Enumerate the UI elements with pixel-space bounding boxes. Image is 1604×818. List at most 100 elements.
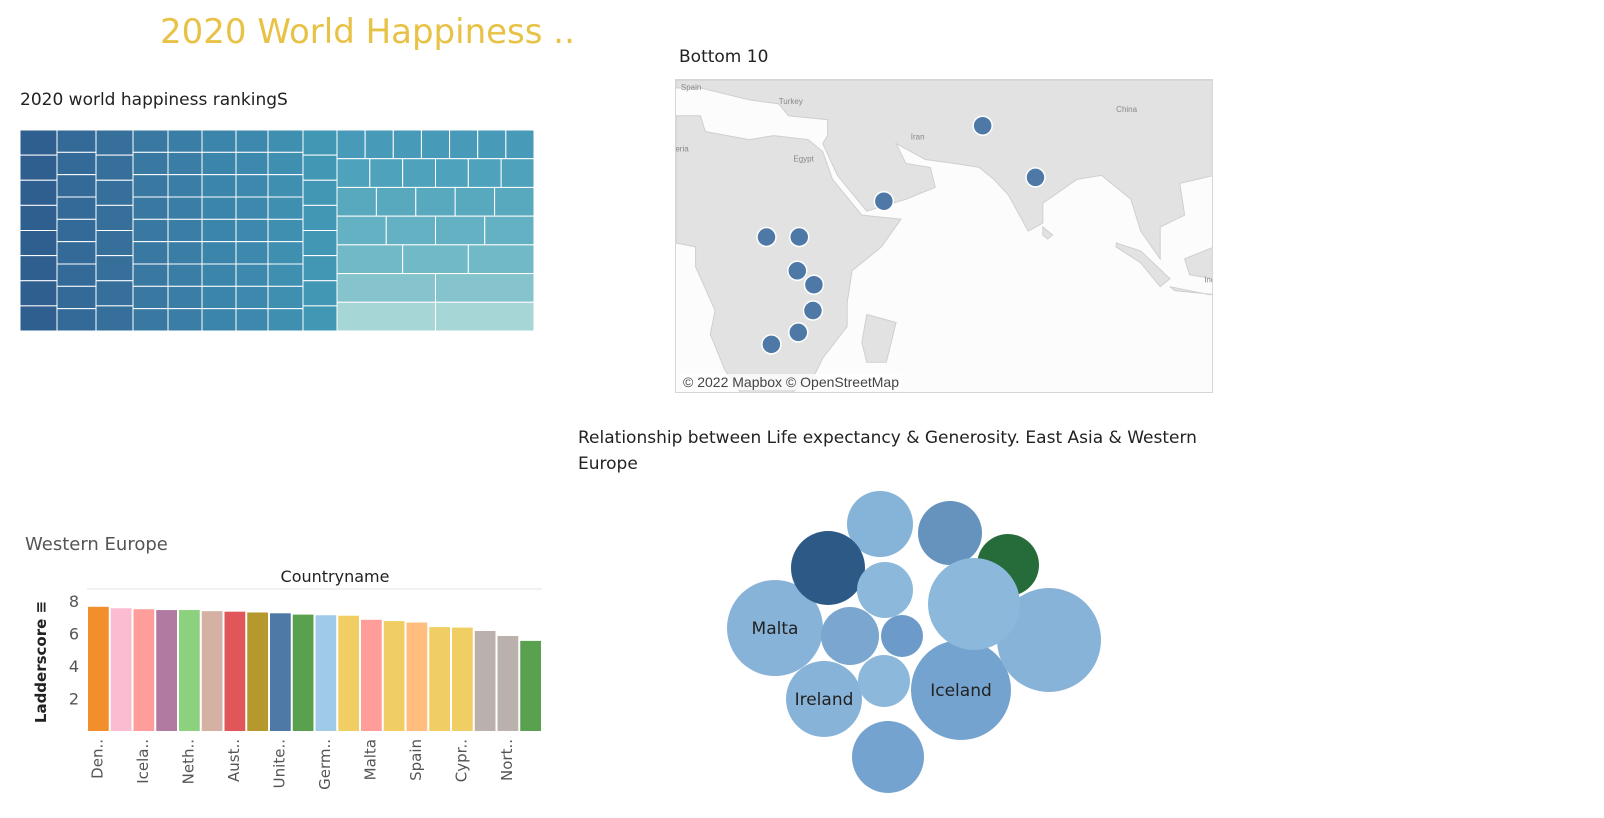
- treemap-cell[interactable]: [201, 174, 237, 198]
- map-point[interactable]: [787, 260, 808, 282]
- treemap-cell[interactable]: [56, 308, 97, 331]
- treemap-cell[interactable]: [167, 151, 203, 176]
- treemap-cell[interactable]: [167, 130, 203, 153]
- treemap-cell[interactable]: [56, 130, 97, 153]
- treemap-cell[interactable]: [336, 130, 366, 160]
- treemap-cell[interactable]: [302, 154, 338, 181]
- treemap-cell[interactable]: [132, 285, 169, 310]
- treemap-cell[interactable]: [402, 244, 469, 275]
- treemap-cell[interactable]: [500, 158, 534, 188]
- treemap-cell[interactable]: [201, 241, 237, 265]
- treemap-cell[interactable]: [56, 151, 97, 176]
- map-view[interactable]: Spain Turkey Iran China Algeria Egypt Indonesi…: [675, 79, 1213, 393]
- treemap-cell[interactable]: [267, 218, 304, 243]
- treemap-cell[interactable]: [235, 196, 269, 220]
- treemap-cell[interactable]: [235, 285, 269, 310]
- treemap-cell[interactable]: [454, 186, 496, 217]
- treemap-cell[interactable]: [167, 196, 203, 220]
- treemap-cell[interactable]: [302, 255, 338, 282]
- treemap-cell[interactable]: [267, 196, 304, 220]
- treemap-cell[interactable]: [167, 308, 203, 331]
- treemap-cell[interactable]: [302, 204, 338, 231]
- treemap-cell[interactable]: [420, 130, 451, 160]
- treemap-cell[interactable]: [132, 130, 169, 153]
- treemap-cell[interactable]: [477, 130, 507, 160]
- bar[interactable]: [292, 614, 314, 731]
- treemap-cell[interactable]: [302, 130, 338, 156]
- treemap-cell[interactable]: [235, 218, 269, 243]
- treemap-cell[interactable]: [95, 280, 134, 307]
- bubble[interactable]: [727, 580, 823, 676]
- treemap-cell[interactable]: [56, 196, 97, 220]
- bubble[interactable]: [821, 607, 879, 665]
- bar[interactable]: [520, 640, 541, 731]
- treemap-cell[interactable]: [415, 186, 456, 217]
- bubble[interactable]: [847, 491, 913, 557]
- map-point[interactable]: [873, 190, 895, 212]
- treemap-cell[interactable]: [435, 273, 535, 303]
- bubble[interactable]: [858, 655, 910, 707]
- treemap-cell[interactable]: [20, 179, 58, 206]
- treemap-cell[interactable]: [385, 215, 436, 246]
- treemap-cell[interactable]: [95, 179, 134, 206]
- bar[interactable]: [179, 610, 200, 731]
- map-point[interactable]: [756, 226, 777, 248]
- treemap-cell[interactable]: [302, 280, 338, 307]
- bar[interactable]: [429, 627, 450, 731]
- treemap-cell[interactable]: [435, 301, 535, 331]
- treemap-cell[interactable]: [132, 218, 169, 243]
- treemap-cell[interactable]: [235, 130, 269, 153]
- bar-chart[interactable]: Countryname Ladderscore ≡ 2 4 6 8 Den.. Icela..…: [20, 565, 550, 795]
- bubble[interactable]: [881, 615, 923, 657]
- treemap-cell[interactable]: [132, 263, 169, 287]
- treemap-cell[interactable]: [20, 280, 58, 307]
- bubble[interactable]: [918, 501, 982, 565]
- treemap-cell[interactable]: [167, 285, 203, 310]
- treemap-cell[interactable]: [20, 230, 58, 257]
- bubble[interactable]: [857, 562, 913, 618]
- treemap-cell[interactable]: [449, 130, 479, 160]
- treemap-cell[interactable]: [484, 215, 534, 246]
- treemap-cell[interactable]: [467, 158, 502, 188]
- treemap-cell[interactable]: [56, 285, 97, 310]
- bubble[interactable]: [911, 640, 1011, 740]
- treemap-cell[interactable]: [95, 130, 134, 156]
- treemap-cell[interactable]: [336, 301, 436, 331]
- bubble[interactable]: [786, 661, 862, 737]
- map-point[interactable]: [761, 334, 782, 355]
- treemap-cell[interactable]: [494, 186, 534, 217]
- bar[interactable]: [361, 619, 382, 731]
- treemap-cell[interactable]: [201, 263, 237, 287]
- treemap-cell[interactable]: [201, 285, 237, 310]
- treemap-cell[interactable]: [435, 215, 486, 246]
- treemap-cell[interactable]: [336, 273, 436, 303]
- treemap-cell[interactable]: [364, 130, 394, 160]
- bar[interactable]: [88, 606, 109, 731]
- treemap-cell[interactable]: [132, 174, 169, 198]
- treemap-cell[interactable]: [267, 308, 304, 331]
- treemap-cell[interactable]: [235, 308, 269, 331]
- treemap-cell[interactable]: [235, 241, 269, 265]
- treemap-cell[interactable]: [201, 196, 237, 220]
- treemap-cell[interactable]: [132, 196, 169, 220]
- treemap-cell[interactable]: [267, 151, 304, 176]
- bubble[interactable]: [791, 531, 865, 605]
- treemap-cell[interactable]: [201, 308, 237, 331]
- treemap-cell[interactable]: [235, 174, 269, 198]
- bar[interactable]: [247, 612, 268, 731]
- bar[interactable]: [224, 611, 246, 731]
- bar[interactable]: [474, 630, 496, 731]
- treemap-cell[interactable]: [167, 218, 203, 243]
- map-point[interactable]: [802, 300, 824, 321]
- treemap-cell[interactable]: [235, 151, 269, 176]
- bubble[interactable]: [928, 558, 1020, 650]
- treemap-chart[interactable]: [20, 130, 534, 331]
- bar[interactable]: [383, 621, 405, 731]
- treemap-cell[interactable]: [392, 130, 422, 160]
- treemap-cell[interactable]: [369, 158, 404, 188]
- bubble[interactable]: [997, 588, 1101, 692]
- bar[interactable]: [110, 608, 132, 731]
- map-attribution[interactable]: © 2022 Mapbox © OpenStreetMap: [680, 374, 902, 390]
- bar[interactable]: [452, 627, 473, 731]
- treemap-cell[interactable]: [20, 204, 58, 231]
